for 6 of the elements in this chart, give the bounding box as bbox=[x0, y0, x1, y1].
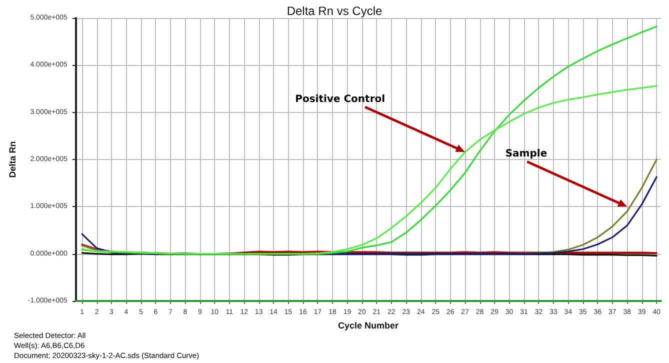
chart-title: Delta Rn vs Cycle bbox=[286, 4, 382, 18]
y-axis-title: Delta Rn bbox=[8, 141, 18, 178]
line-series bbox=[81, 85, 658, 255]
x-axis-title: Cycle Number bbox=[338, 320, 399, 330]
annotation: Sample bbox=[505, 148, 548, 160]
annotation: Positive Control bbox=[295, 94, 386, 105]
